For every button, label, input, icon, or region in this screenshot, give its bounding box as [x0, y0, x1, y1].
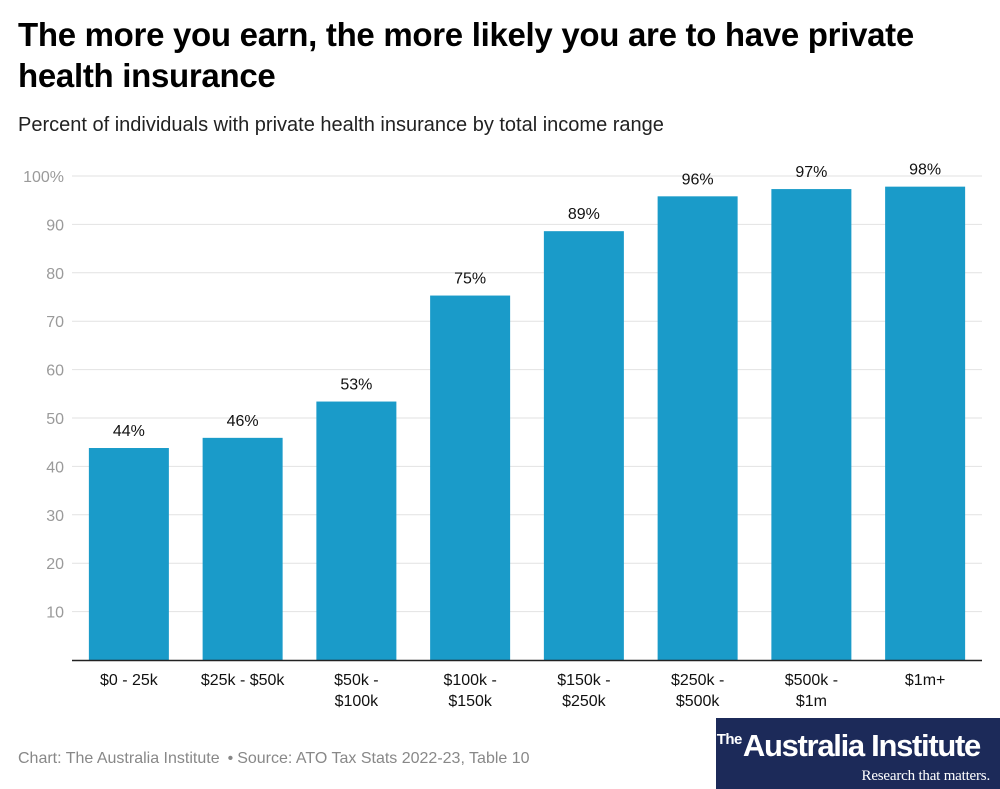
australia-institute-logo: TheAustralia Institute Research that mat… — [716, 718, 1000, 789]
y-tick-label: 40 — [46, 459, 64, 476]
data-label: 89% — [568, 206, 600, 223]
data-label: 44% — [113, 423, 145, 440]
x-tick-label: $100k - $150k — [443, 672, 496, 710]
y-tick-label: 10 — [46, 605, 64, 622]
x-tick-label: $150k - $250k — [557, 672, 610, 710]
x-tick-label: $500k - $1m — [785, 672, 838, 710]
bar — [885, 186, 966, 660]
logo-wordmark: TheAustralia Institute — [716, 728, 982, 764]
y-tick-label: 70 — [46, 314, 64, 331]
footer-separator: • — [227, 750, 234, 767]
x-tick-label-line: $100k — [335, 693, 380, 710]
x-tick-label-line: $250k — [562, 693, 607, 710]
bar — [771, 189, 852, 660]
x-tick-label: $25k - $50k — [201, 672, 286, 689]
data-label: 53% — [340, 377, 372, 394]
x-tick-label-line: $1m+ — [905, 672, 945, 689]
x-tick-label-line: $1m — [796, 693, 827, 710]
chart-title: The more you earn, the more likely you a… — [18, 16, 914, 94]
chart-footer: Chart: The Australia Institute • Source: A… — [18, 750, 530, 768]
x-tick-label-line: $25k - $50k — [201, 672, 286, 689]
bar — [316, 401, 397, 660]
x-tick-label-line: $50k - — [334, 672, 378, 689]
x-tick-label-line: $0 - 25k — [100, 672, 159, 689]
logo-name: Australia Institute — [742, 728, 981, 763]
x-tick-label-line: $150k — [448, 693, 493, 710]
x-tick-label-line: $500k - — [785, 672, 838, 689]
bar — [430, 295, 511, 660]
data-label: 98% — [909, 162, 941, 179]
bar — [657, 196, 738, 660]
x-tick-label: $1m+ — [905, 672, 945, 689]
x-tick-label-line: $250k - — [671, 672, 724, 689]
bar — [202, 437, 283, 660]
x-tick-label: $50k - $100k — [334, 672, 379, 710]
y-tick-label: 100% — [23, 169, 64, 186]
x-axis-tick-labels: $0 - 25k $25k - $50k $50k - $100k $100k - $15… — [100, 672, 945, 710]
bar — [88, 448, 169, 660]
bar — [543, 231, 624, 660]
x-tick-label: $250k - $500k — [671, 672, 724, 710]
bars — [88, 186, 966, 660]
data-label: 46% — [227, 413, 259, 430]
chart-subtitle: Percent of individuals with private heal… — [18, 114, 664, 136]
x-tick-label-line: $150k - — [557, 672, 610, 689]
chart-credit: Chart: The Australia Institute — [18, 750, 220, 767]
logo-prefix: The — [716, 731, 743, 748]
logo-tagline: Research that matters. — [861, 768, 991, 784]
data-label: 75% — [454, 271, 486, 288]
data-label: 97% — [795, 164, 827, 181]
y-tick-label: 30 — [46, 508, 64, 525]
x-tick-label: $0 - 25k — [100, 672, 159, 689]
y-axis-tick-labels: 10 20 30 40 50 60 70 80 90 100% — [23, 169, 64, 622]
x-tick-label-line: $100k - — [443, 672, 496, 689]
y-tick-label: 60 — [46, 363, 64, 380]
y-tick-label: 50 — [46, 411, 64, 428]
y-tick-label: 90 — [46, 217, 64, 234]
chart-source: Source: ATO Tax Stats 2022-23, Table 10 — [237, 750, 530, 767]
y-tick-label: 20 — [46, 556, 64, 573]
x-tick-label-line: $500k — [676, 693, 721, 710]
data-labels: 44% 46% 53% 75% 89% 96% 97% 98% — [113, 162, 941, 440]
y-tick-label: 80 — [46, 266, 64, 283]
data-label: 96% — [682, 171, 714, 188]
bar-chart: 10 20 30 40 50 60 70 80 90 100% 44% 46% 53% 75% 89% 96… — [23, 162, 982, 710]
